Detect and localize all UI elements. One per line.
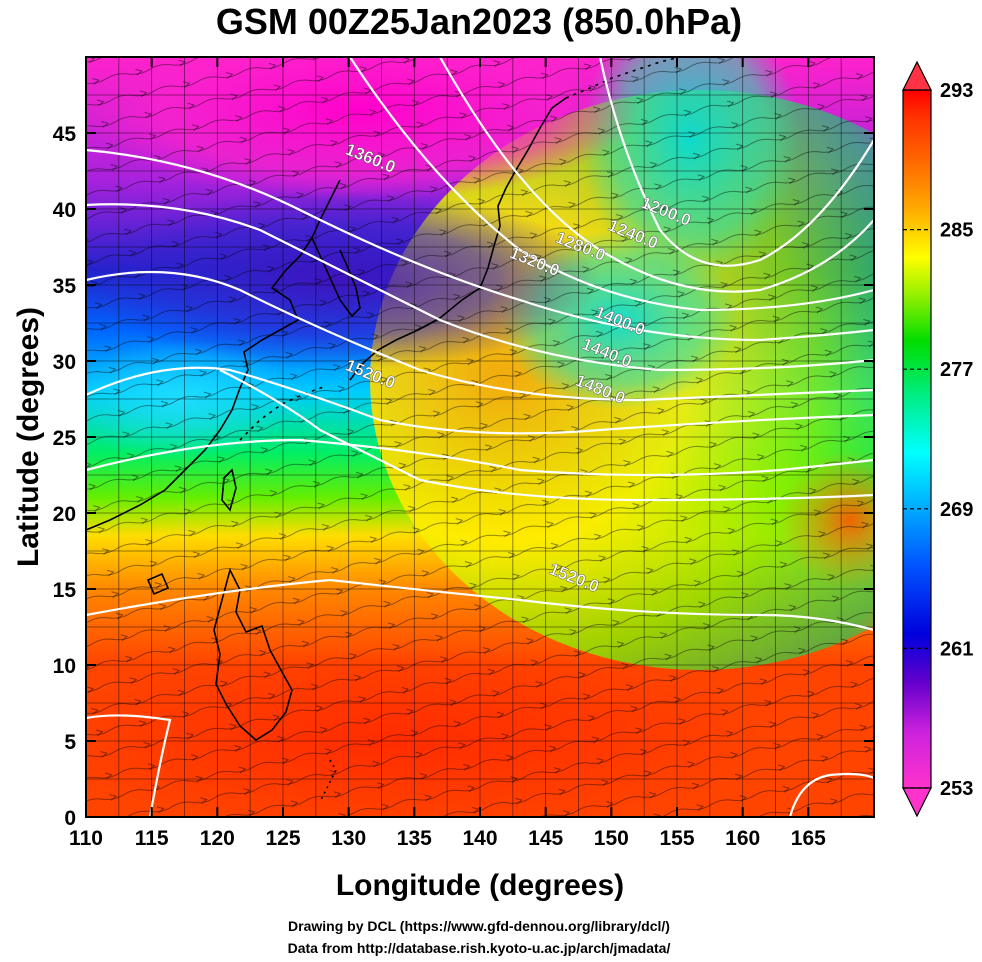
colorbar-ticks: 293 285 277 269 261 253: [903, 80, 973, 800]
coast-hainan: [146, 572, 170, 596]
contour-1400: [86, 270, 874, 402]
colorbar-tick-label: 293: [940, 80, 973, 102]
colorbar-tick-label: 253: [940, 778, 973, 800]
y-tick-label: 0: [64, 807, 76, 830]
y-tick-label: 30: [53, 351, 76, 374]
contour-1360: [86, 203, 874, 372]
page-title: GSM 00Z25Jan2023 (850.0hPa): [215, 1, 743, 42]
x-tick-label: 135: [397, 827, 432, 850]
contour-1320: [86, 148, 874, 342]
contour-1480: [86, 438, 874, 477]
coast-china: [86, 179, 341, 531]
y-tick-label: 45: [53, 123, 77, 146]
contour-1520-north: [219, 369, 874, 502]
x-tick-label: 155: [659, 827, 694, 850]
temperature-field: [86, 57, 874, 817]
coast-kuril: [565, 57, 681, 99]
x-tick-label: 110: [69, 827, 103, 850]
y-axis-ticks: 0 5 10 15 20 25 30 35 40 45: [53, 123, 874, 830]
x-tick-label: 115: [135, 827, 169, 850]
colorbar-tick-label: 285: [940, 220, 973, 242]
x-tick-label: 145: [528, 827, 563, 850]
y-tick-label: 10: [53, 655, 76, 678]
contour-low-east: [788, 772, 874, 817]
credit-data: Data from http://database.rish.kyoto-u.a…: [287, 940, 671, 956]
y-axis-title: Latitude (degrees): [12, 307, 45, 567]
contour-low-west: [86, 714, 172, 817]
contour-1280: [349, 57, 874, 312]
colorbar-tick-label: 277: [940, 359, 973, 381]
colorbar-tick-label: 269: [940, 499, 973, 521]
coast-luzon: [213, 567, 293, 741]
x-tick-label: 130: [331, 827, 366, 850]
x-tick-label: 160: [725, 827, 760, 850]
y-tick-label: 35: [53, 275, 77, 298]
contour-1200: [598, 57, 874, 267]
coast-japan: [349, 97, 567, 381]
contour-1520-south: [86, 578, 874, 632]
coastlines: [86, 57, 681, 803]
coast-ryukyu: [239, 385, 327, 441]
colorbar: 293 285 277 269 261 253: [902, 60, 973, 818]
x-tick-label: 140: [462, 827, 497, 850]
x-tick-label: 165: [791, 827, 826, 850]
height-contours: [86, 57, 874, 817]
coast-taiwan: [221, 468, 237, 512]
y-tick-label: 40: [53, 199, 76, 222]
colorbar-tick-label: 261: [940, 638, 973, 660]
x-axis-title: Longitude (degrees): [336, 869, 624, 902]
credit-drawing: Drawing by DCL (https://www.gfd-dennou.o…: [288, 918, 670, 934]
x-tick-label: 125: [265, 827, 300, 850]
colorbar-min-arrow: [902, 787, 932, 818]
contour-1440: [86, 366, 874, 435]
x-tick-label: 120: [200, 827, 235, 850]
x-axis-ticks: 110 115 120 125 130 135 140 145 150 155 160 165: [69, 57, 826, 850]
y-tick-label: 5: [64, 731, 76, 754]
x-tick-label: 150: [594, 827, 629, 850]
y-tick-label: 20: [53, 503, 76, 526]
colorbar-fill: [902, 89, 932, 789]
grid-lines: [86, 57, 874, 817]
colorbar-max-arrow: [902, 60, 932, 91]
y-tick-label: 15: [53, 579, 77, 602]
y-tick-label: 25: [53, 427, 77, 450]
contour-1240: [439, 57, 874, 293]
